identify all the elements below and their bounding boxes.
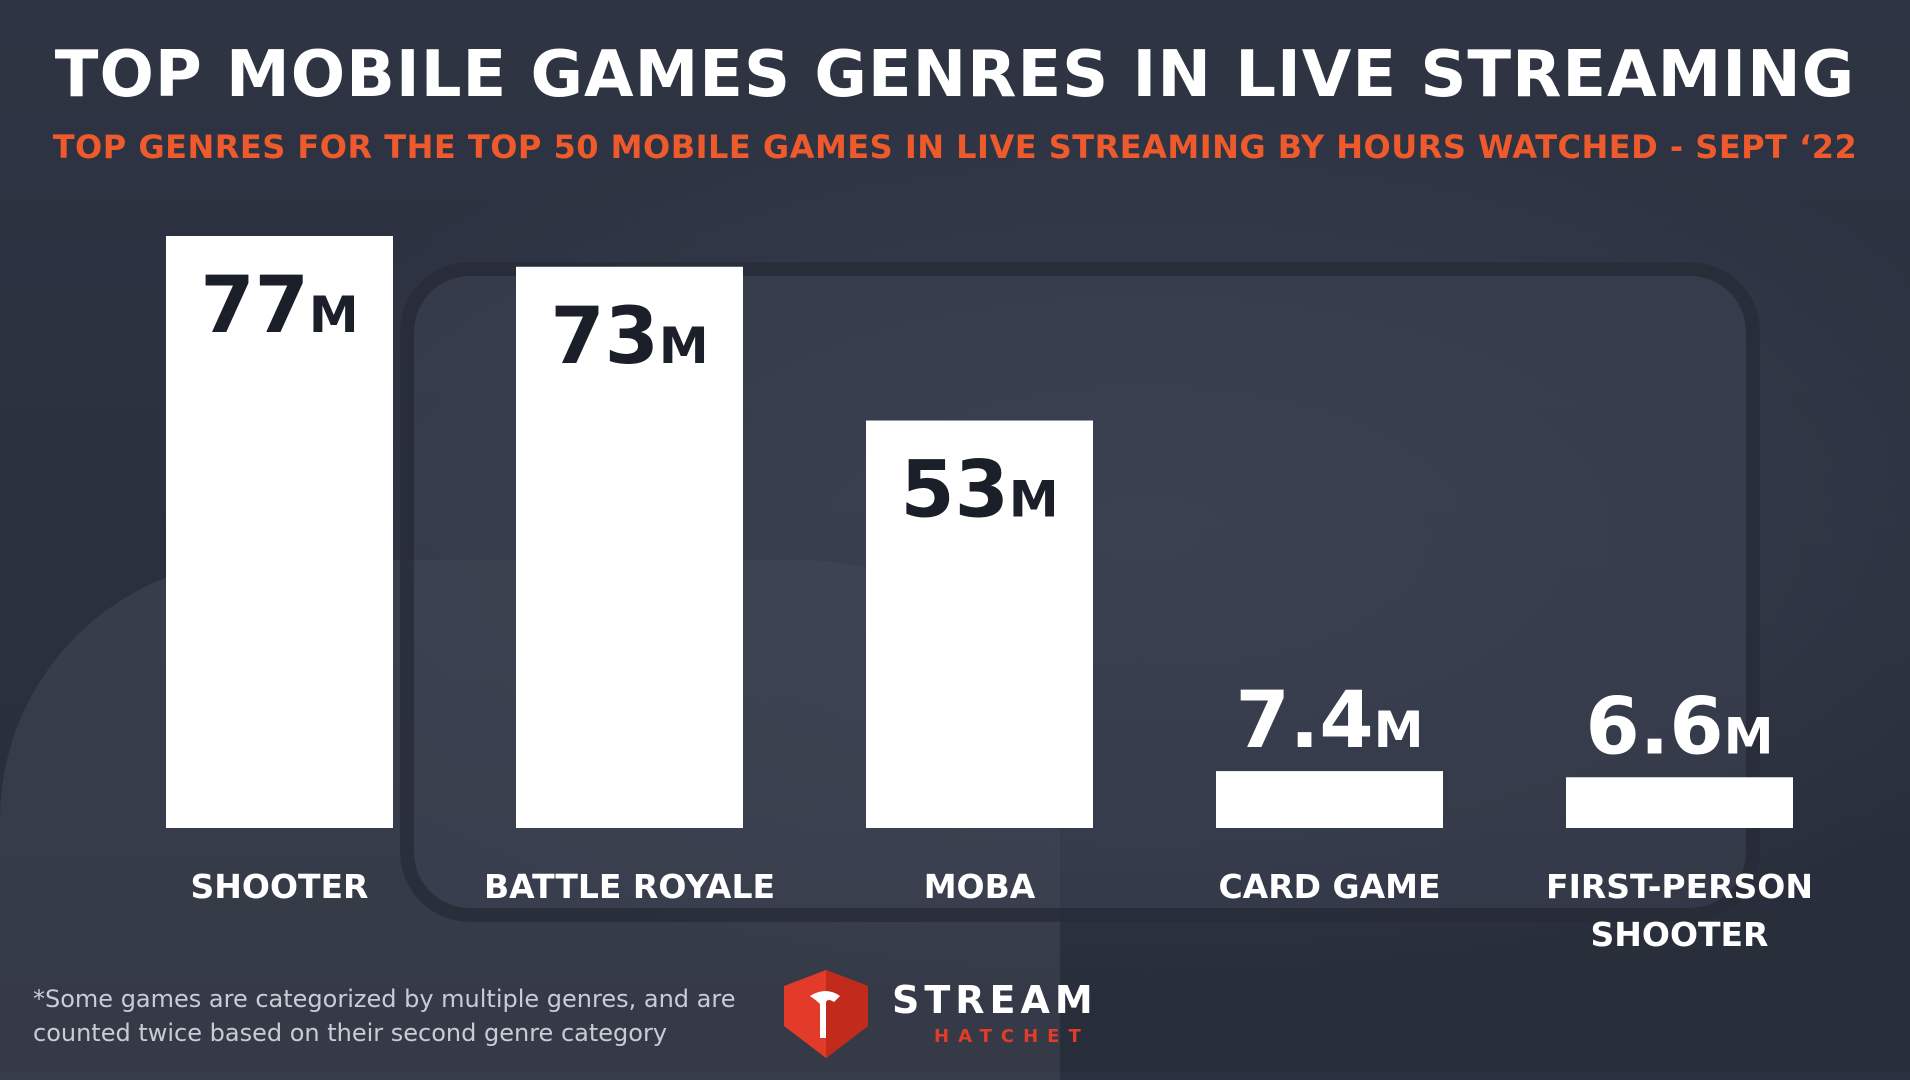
chart-subtitle: TOP GENRES FOR THE TOP 50 MOBILE GAMES I…	[52, 128, 1858, 166]
bar-4	[1566, 777, 1793, 828]
footnote: *Some games are categorized by multiple …	[33, 982, 753, 1050]
hatchet-shield-icon	[784, 970, 868, 1058]
value-label-0: 77M	[200, 261, 358, 351]
footnote-line-2: counted twice based on their second genr…	[33, 1019, 668, 1047]
bar-0	[166, 236, 393, 828]
bar-3	[1216, 771, 1443, 828]
chart-title: TOP MOBILE GAMES GENRES IN LIVE STREAMIN…	[54, 38, 1856, 112]
category-label-2: MOBA	[924, 867, 1036, 906]
stream-hatchet-logo: STREAM HATCHET	[776, 968, 1146, 1060]
value-label-2: 53M	[900, 446, 1058, 536]
value-label-4: 6.6M	[1586, 682, 1774, 772]
category-label-3: CARD GAME	[1218, 867, 1440, 906]
category-label-4: FIRST-PERSON SHOOTER	[1546, 867, 1813, 954]
bar-2	[866, 420, 1093, 828]
value-label-1: 73M	[550, 292, 708, 382]
footnote-line-1: *Some games are categorized by multiple …	[33, 985, 736, 1013]
category-label-0: SHOOTER	[191, 867, 369, 906]
category-label-1: BATTLE ROYALE	[484, 867, 775, 906]
logo-subword: HATCHET	[934, 1026, 1090, 1047]
logo-word: STREAM	[892, 978, 1098, 1022]
bar-1	[516, 266, 743, 828]
value-label-3: 7.4M	[1236, 676, 1424, 766]
